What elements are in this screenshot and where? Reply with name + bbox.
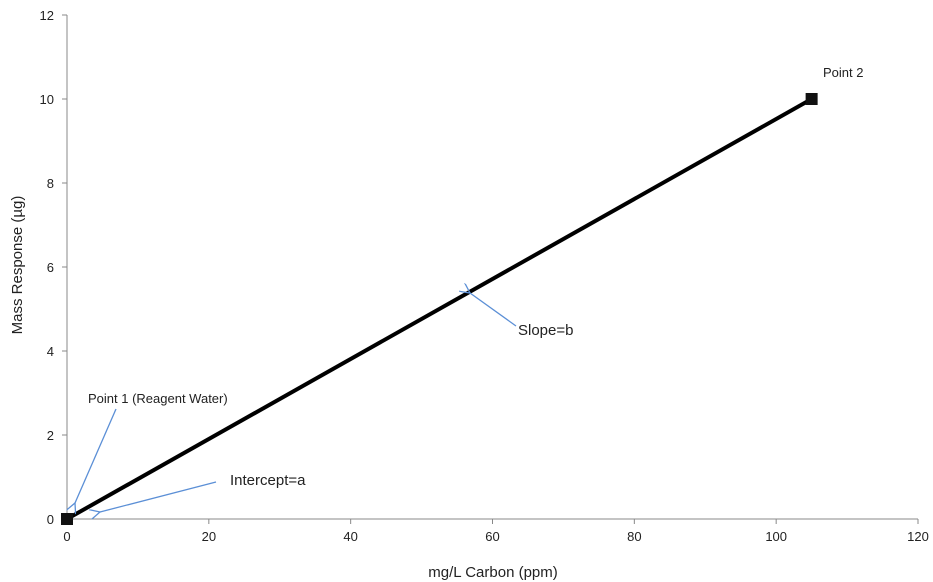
y-tick-label: 4 <box>47 344 54 359</box>
x-tick-label: 80 <box>627 529 641 544</box>
y-tick-label: 10 <box>40 92 54 107</box>
series-line <box>66 97 813 521</box>
x-axis-title: mg/L Carbon (ppm) <box>428 564 558 581</box>
x-tick-label: 0 <box>63 529 70 544</box>
data-point-marker <box>805 93 818 105</box>
x-tick-label: 60 <box>485 529 499 544</box>
arrow-slope <box>470 293 517 327</box>
y-tick-label: 8 <box>47 176 54 191</box>
data-point-marker <box>61 513 73 525</box>
x-tick-label: 20 <box>202 529 216 544</box>
y-axis-title: Mass Response (µg) <box>9 196 26 335</box>
annotation-intercept: Intercept=a <box>230 472 306 489</box>
markers <box>61 93 818 525</box>
annotation-slope: Slope=b <box>518 322 573 339</box>
y-tick-label: 12 <box>40 8 54 23</box>
y-tick-label: 0 <box>47 512 54 527</box>
series <box>66 97 813 521</box>
arrow-intercept <box>100 481 217 512</box>
axes <box>62 14 919 524</box>
x-tick-label: 40 <box>343 529 357 544</box>
x-tick-label: 100 <box>765 529 787 544</box>
x-tick-labels: 0 20 40 60 80 100 120 <box>63 529 928 544</box>
annotation-point-2: Point 2 <box>823 65 863 80</box>
y-tick-label: 6 <box>47 260 54 275</box>
annotation-point-1: Point 1 (Reagent Water) <box>88 391 228 406</box>
x-tick-label: 120 <box>907 529 929 544</box>
arrow-point-1 <box>75 408 117 503</box>
y-tick-label: 2 <box>47 428 54 443</box>
y-tick-labels: 0 2 4 6 8 10 12 <box>40 8 54 527</box>
